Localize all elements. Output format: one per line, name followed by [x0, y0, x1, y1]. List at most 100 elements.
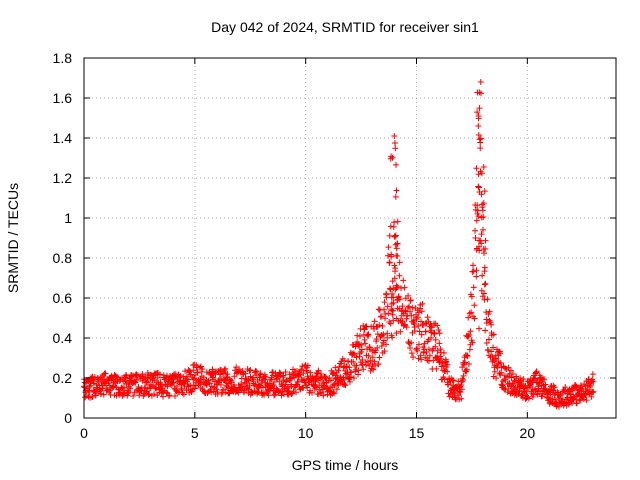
- data-point: [376, 354, 383, 361]
- y-tick-label: 1.2: [53, 170, 73, 186]
- data-point: [327, 377, 334, 384]
- data-point: [399, 303, 406, 310]
- data-point: [443, 358, 450, 365]
- data-point: [476, 105, 483, 112]
- data-point: [396, 272, 403, 279]
- data-point: [392, 161, 399, 168]
- axis-ticks: 0 5 10 15 20 0 0.2 0.4 0.6 0.8 1 1.2 1.4 1.6 1.8: [53, 50, 616, 441]
- data-point: [471, 302, 478, 309]
- data-point: [166, 392, 173, 399]
- data-point: [391, 262, 398, 269]
- data-point: [218, 390, 225, 397]
- y-tick-label: 1.6: [53, 90, 73, 106]
- data-point: [120, 384, 127, 391]
- data-point: [209, 366, 216, 373]
- data-point: [390, 223, 397, 230]
- data-point: [350, 358, 357, 365]
- data-point: [460, 372, 467, 379]
- data-point: [476, 188, 483, 195]
- data-point: [549, 396, 556, 403]
- data-point: [152, 384, 159, 391]
- data-point: [505, 364, 512, 371]
- data-point: [194, 369, 201, 376]
- data-point: [282, 369, 289, 376]
- data-point: [485, 347, 492, 354]
- data-point: [470, 262, 477, 269]
- data-point: [313, 384, 320, 391]
- y-tick-label: 1: [64, 210, 72, 226]
- data-point: [484, 296, 491, 303]
- data-point: [183, 387, 190, 394]
- data-point: [534, 391, 541, 398]
- data-point: [478, 214, 485, 221]
- data-point: [474, 109, 481, 116]
- data-point: [389, 307, 396, 314]
- data-point: [395, 318, 402, 325]
- data-point: [145, 378, 152, 385]
- data-point: [482, 245, 489, 252]
- data-point: [573, 399, 580, 406]
- data-point: [262, 374, 269, 381]
- data-point: [517, 377, 524, 384]
- data-point: [170, 379, 177, 386]
- data-point: [224, 371, 231, 378]
- data-point: [416, 328, 423, 335]
- data-point: [481, 281, 488, 288]
- data-point: [364, 358, 371, 365]
- y-tick-label: 0.6: [53, 290, 73, 306]
- data-point: [562, 384, 569, 391]
- data-point: [422, 328, 429, 335]
- data-point: [352, 366, 359, 373]
- data-point: [474, 202, 481, 209]
- data-point: [589, 371, 596, 378]
- data-point: [589, 389, 596, 396]
- data-point: [505, 385, 512, 392]
- data-point: [583, 397, 590, 404]
- data-point: [246, 367, 253, 374]
- data-point: [469, 339, 476, 346]
- x-tick-label: 15: [409, 425, 425, 441]
- data-point: [271, 392, 278, 399]
- data-point: [470, 284, 477, 291]
- data-point: [545, 395, 552, 402]
- data-point: [422, 320, 429, 327]
- data-point: [477, 79, 484, 85]
- data-point: [346, 364, 353, 371]
- data-point: [393, 284, 400, 291]
- data-point: [89, 393, 96, 400]
- data-point: [163, 389, 170, 396]
- data-point: [440, 349, 447, 356]
- data-point: [490, 331, 497, 338]
- data-point: [372, 362, 379, 369]
- data-point: [387, 320, 394, 327]
- data-point: [197, 363, 204, 370]
- data-point: [284, 385, 291, 392]
- data-point: [360, 366, 367, 373]
- data-point: [210, 374, 217, 381]
- data-point: [298, 366, 305, 373]
- data-point: [520, 376, 527, 383]
- data-point: [542, 381, 549, 388]
- data-point: [478, 231, 485, 238]
- data-point: [346, 378, 353, 385]
- data-point: [213, 386, 220, 393]
- data-point: [383, 341, 390, 348]
- data-point: [400, 277, 407, 284]
- data-point: [425, 346, 432, 353]
- data-point: [335, 367, 342, 374]
- data-point: [375, 360, 382, 367]
- data-point: [388, 251, 395, 258]
- data-point: [499, 378, 506, 385]
- data-point: [98, 390, 105, 397]
- data-point: [86, 383, 93, 390]
- data-point: [273, 376, 280, 383]
- data-point: [278, 392, 285, 399]
- data-point: [472, 227, 479, 234]
- data-point: [490, 344, 497, 351]
- data-point: [421, 340, 428, 347]
- data-point: [478, 170, 485, 177]
- data-point: [287, 375, 294, 382]
- data-point: [315, 367, 322, 374]
- data-point: [322, 374, 329, 381]
